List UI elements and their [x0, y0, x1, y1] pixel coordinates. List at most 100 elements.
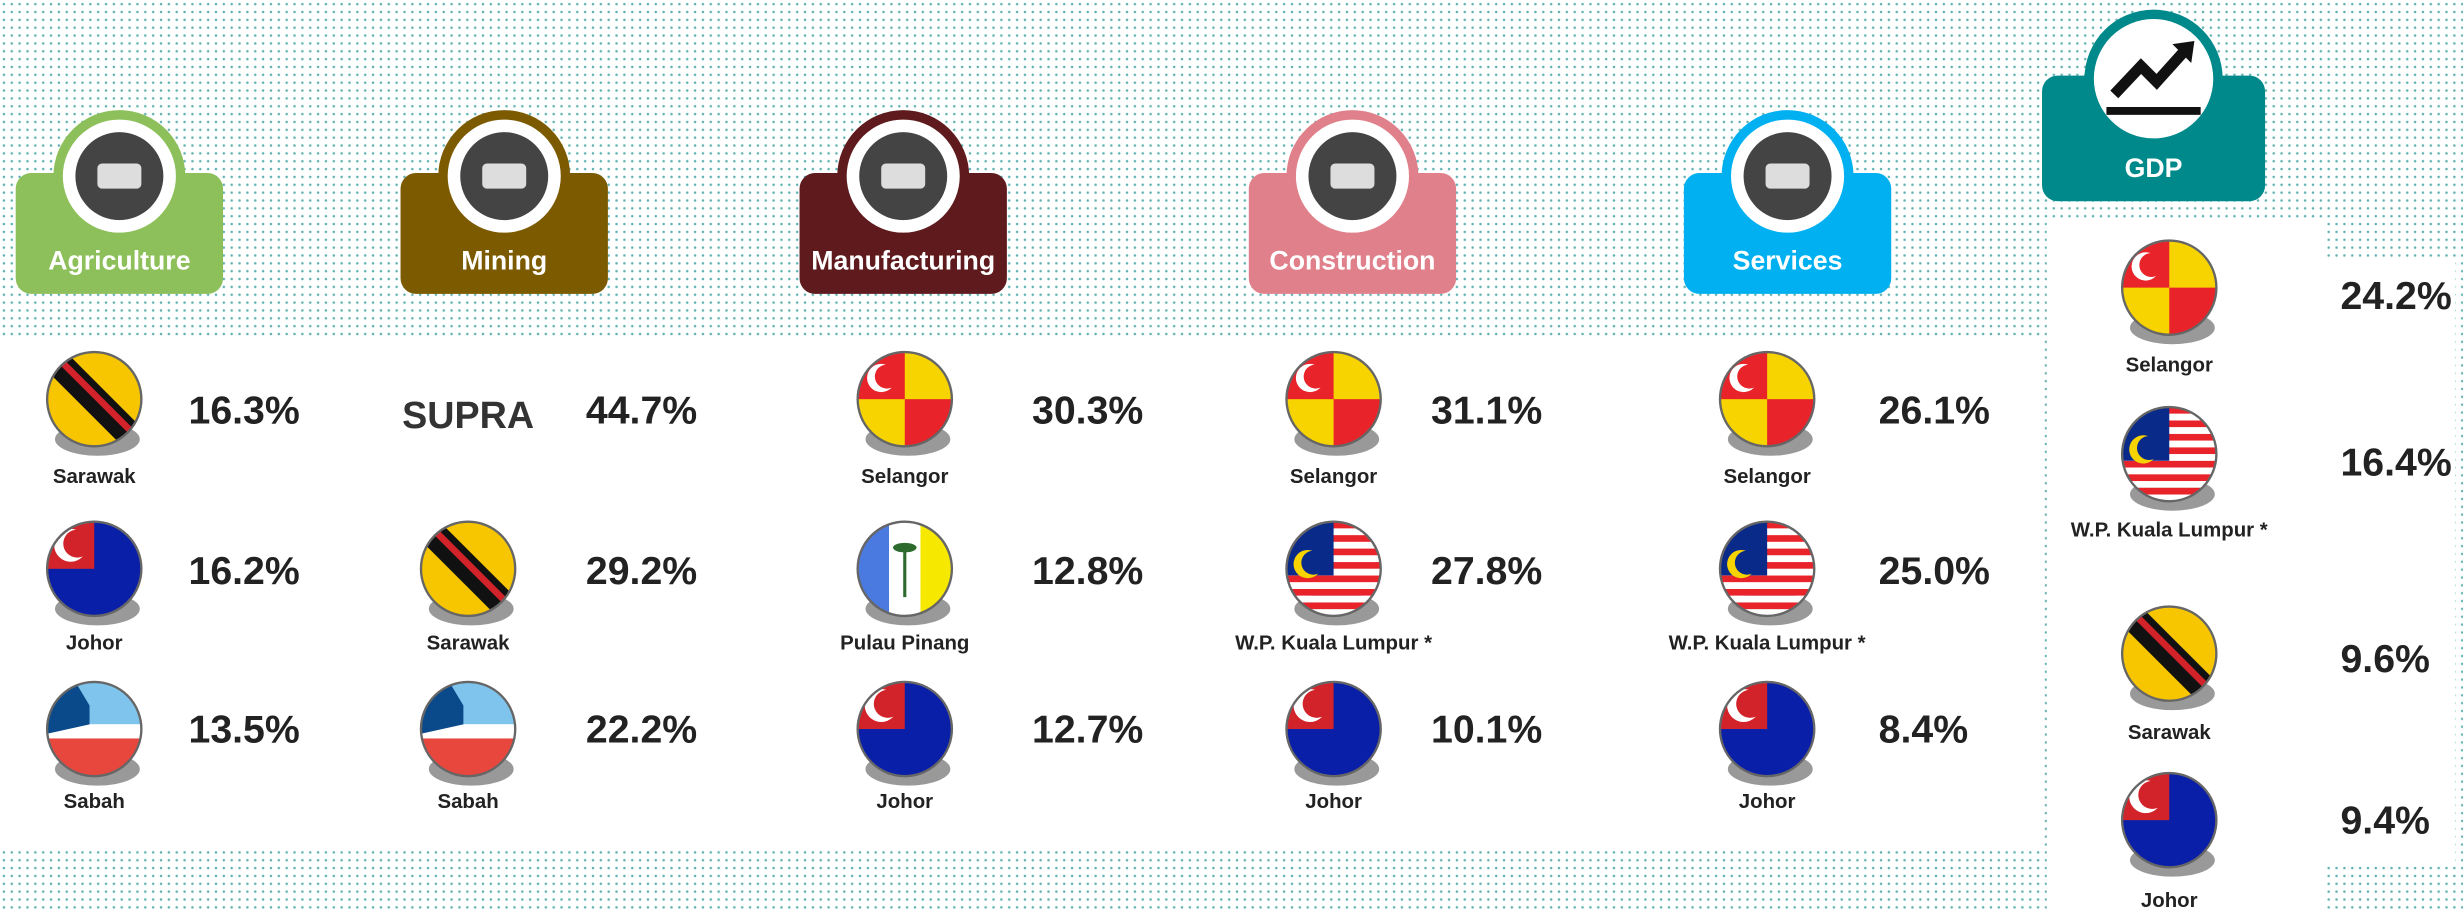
flag-rim — [1285, 520, 1382, 618]
company-logo: SUPRA — [402, 394, 534, 436]
flag-part — [2122, 474, 2217, 482]
crescent — [63, 529, 92, 558]
icon — [1330, 163, 1375, 189]
state-name: W.P. Kuala Lumpur * — [2071, 520, 2268, 542]
flag — [420, 521, 516, 616]
flag-part — [1286, 582, 1381, 590]
state-name: Sarawak — [2128, 722, 2211, 744]
state-name: Selangor — [1723, 466, 1810, 488]
flag-rim — [1718, 680, 1816, 778]
icon — [1765, 163, 1810, 189]
flag-part — [2122, 481, 2217, 488]
state-name: W.P. Kuala Lumpur * — [1669, 633, 1866, 655]
share: 16.3% — [188, 389, 299, 433]
crescent — [873, 689, 902, 718]
flag — [2122, 773, 2217, 868]
crescent — [874, 364, 899, 389]
flag-rim — [2120, 771, 2218, 869]
sector-name: Manufacturing — [811, 246, 995, 276]
flag-part — [1720, 582, 1815, 590]
flag — [2122, 240, 2217, 335]
state-name: Johor — [1305, 791, 1362, 813]
sector-name: Mining — [461, 246, 547, 276]
flag-rim — [1285, 350, 1382, 448]
flag-part — [56, 356, 137, 437]
flag-rim — [45, 520, 143, 618]
icon — [2172, 41, 2195, 64]
state-name: Sabah — [64, 791, 125, 813]
crescent — [2138, 780, 2167, 809]
state-name: Pulau Pinang — [840, 633, 969, 655]
flag-rim — [2120, 239, 2218, 336]
sector-name: Services — [1733, 246, 1843, 276]
flag-rim — [419, 680, 517, 778]
flag-part — [1720, 602, 1815, 610]
share: 9.6% — [2340, 637, 2429, 681]
flag — [1286, 352, 1381, 447]
state-name: Johor — [876, 791, 933, 813]
state-name: Johor — [1739, 791, 1796, 813]
flag-part — [1720, 575, 1815, 583]
flag-part — [2122, 487, 2217, 495]
flag-part — [2122, 467, 2217, 475]
share: 25.0% — [1879, 549, 1990, 593]
flag-rim — [2120, 605, 2218, 702]
flag-part — [1720, 589, 1815, 596]
panel — [0, 336, 2043, 849]
share: 44.7% — [586, 389, 697, 433]
share: 26.1% — [1879, 389, 1990, 433]
crescent — [1303, 364, 1328, 389]
icon — [97, 163, 142, 189]
share: 12.7% — [1032, 708, 1143, 752]
state-name: Selangor — [1290, 466, 1377, 488]
icon — [881, 163, 926, 189]
flag-part — [430, 526, 511, 607]
flag-part — [2122, 460, 2217, 468]
flag-part — [2122, 494, 2217, 502]
flag-part — [1286, 575, 1381, 583]
crescent — [1737, 364, 1762, 389]
flag — [1286, 521, 1381, 616]
flag-part — [1286, 595, 1381, 603]
sector-name: GDP — [2125, 153, 2183, 183]
flag — [857, 681, 952, 777]
flag-part — [1286, 602, 1381, 610]
flag-part — [1286, 609, 1381, 616]
icon — [2106, 106, 2201, 115]
flag-rim — [1718, 520, 1816, 618]
flag-part — [1720, 595, 1815, 603]
flag-rim — [1718, 350, 1816, 448]
share: 10.1% — [1431, 708, 1542, 752]
sector-name: Agriculture — [48, 246, 190, 276]
flag-rim — [1285, 680, 1382, 778]
flag-part — [2131, 611, 2212, 692]
state-name: Johor — [66, 633, 123, 655]
flag-part — [1720, 609, 1815, 616]
state-name: Sarawak — [53, 466, 136, 488]
flag-rim — [856, 350, 954, 448]
crescent — [1302, 689, 1331, 718]
share: 30.3% — [1032, 389, 1143, 433]
state-name: Sarawak — [427, 633, 510, 655]
state-name: Selangor — [861, 466, 948, 488]
panel — [2326, 259, 2456, 865]
flag — [2122, 407, 2217, 502]
flag-rim — [419, 520, 517, 618]
share: 24.2% — [2340, 274, 2451, 318]
flag — [2122, 606, 2217, 701]
share: 29.2% — [586, 549, 697, 593]
crescent — [1736, 689, 1765, 718]
share: 9.4% — [2340, 799, 2429, 843]
crescent — [2136, 436, 2162, 461]
crescent — [1301, 550, 1326, 575]
flag-part — [1286, 589, 1381, 596]
state-name: Sabah — [437, 791, 498, 813]
share: 31.1% — [1431, 389, 1542, 433]
share: 16.2% — [188, 549, 299, 593]
share: 13.5% — [188, 708, 299, 752]
share: 22.2% — [586, 708, 697, 752]
sector-name: Construction — [1269, 246, 1435, 276]
icon — [482, 163, 527, 189]
crescent — [2139, 253, 2164, 278]
